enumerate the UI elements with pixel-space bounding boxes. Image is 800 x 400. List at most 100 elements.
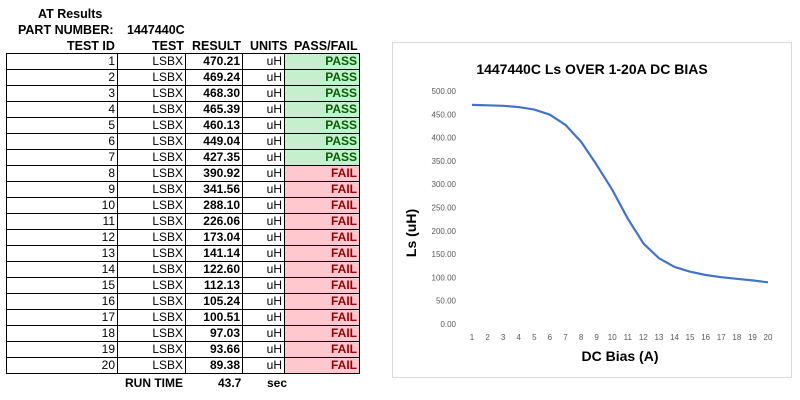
test-id-cell[interactable]: 17 (6, 309, 118, 326)
result-cell[interactable]: 288.10 (185, 197, 243, 214)
test-cell[interactable]: LSBX (117, 101, 186, 118)
test-id-cell[interactable]: 4 (6, 101, 118, 118)
result-cell[interactable]: 468.30 (185, 85, 243, 102)
pass-fail-cell[interactable]: FAIL (284, 309, 360, 326)
test-cell[interactable]: LSBX (117, 309, 186, 326)
pass-fail-cell[interactable]: FAIL (284, 341, 360, 358)
result-cell[interactable]: 427.35 (185, 149, 243, 166)
test-id-cell[interactable]: 11 (6, 213, 118, 230)
result-cell[interactable]: 122.60 (185, 261, 243, 278)
test-id-cell[interactable]: 2 (6, 69, 118, 86)
test-id-cell[interactable]: 20 (6, 357, 118, 374)
units-cell[interactable]: uH (242, 69, 285, 86)
test-cell[interactable]: LSBX (117, 229, 186, 246)
units-cell[interactable]: uH (242, 261, 285, 278)
test-cell[interactable]: LSBX (117, 133, 186, 150)
result-cell[interactable]: 470.21 (185, 53, 243, 70)
pass-fail-cell[interactable]: PASS (284, 117, 360, 134)
units-cell[interactable]: uH (242, 117, 285, 134)
test-id-cell[interactable]: 10 (6, 197, 118, 214)
series-line[interactable] (471, 103, 769, 284)
units-cell[interactable]: uH (242, 165, 285, 182)
units-cell[interactable]: uH (242, 101, 285, 118)
result-cell[interactable]: 465.39 (185, 101, 243, 118)
pass-fail-cell[interactable]: FAIL (284, 229, 360, 246)
result-cell[interactable]: 141.14 (185, 245, 243, 262)
pass-fail-cell[interactable]: FAIL (284, 245, 360, 262)
units-cell[interactable]: uH (242, 149, 285, 166)
test-id-cell[interactable]: 8 (6, 165, 118, 182)
test-cell[interactable]: LSBX (117, 213, 186, 230)
units-cell[interactable]: uH (242, 197, 285, 214)
test-cell[interactable]: LSBX (117, 53, 186, 70)
pass-fail-cell[interactable]: FAIL (284, 277, 360, 294)
units-cell[interactable]: uH (242, 341, 285, 358)
test-id-cell[interactable]: 9 (6, 181, 118, 198)
pass-fail-cell[interactable]: FAIL (284, 325, 360, 342)
pass-fail-cell[interactable]: FAIL (284, 165, 360, 182)
units-cell[interactable]: uH (242, 357, 285, 374)
test-cell[interactable]: LSBX (117, 341, 186, 358)
test-cell[interactable]: LSBX (117, 69, 186, 86)
units-cell[interactable]: uH (242, 325, 285, 342)
units-cell[interactable]: uH (242, 293, 285, 310)
result-cell[interactable]: 97.03 (185, 325, 243, 342)
pass-fail-cell[interactable]: PASS (284, 149, 360, 166)
units-cell[interactable]: uH (242, 229, 285, 246)
test-id-cell[interactable]: 12 (6, 229, 118, 246)
units-cell[interactable]: uH (242, 309, 285, 326)
test-cell[interactable]: LSBX (117, 149, 186, 166)
test-id-cell[interactable]: 14 (6, 261, 118, 278)
pass-fail-cell[interactable]: FAIL (284, 293, 360, 310)
pass-fail-cell[interactable]: FAIL (284, 181, 360, 198)
result-cell[interactable]: 390.92 (185, 165, 243, 182)
test-cell[interactable]: LSBX (117, 117, 186, 134)
result-cell[interactable]: 89.38 (185, 357, 243, 374)
pass-fail-cell[interactable]: PASS (284, 133, 360, 150)
test-cell[interactable]: LSBX (117, 293, 186, 310)
units-cell[interactable]: uH (242, 245, 285, 262)
test-id-cell[interactable]: 1 (6, 53, 118, 70)
test-id-cell[interactable]: 16 (6, 293, 118, 310)
result-cell[interactable]: 469.24 (185, 69, 243, 86)
test-cell[interactable]: LSBX (117, 261, 186, 278)
test-id-cell[interactable]: 7 (6, 149, 118, 166)
test-cell[interactable]: LSBX (117, 197, 186, 214)
pass-fail-cell[interactable]: PASS (284, 85, 360, 102)
test-cell[interactable]: LSBX (117, 165, 186, 182)
result-cell[interactable]: 341.56 (185, 181, 243, 198)
result-cell[interactable]: 226.06 (185, 213, 243, 230)
result-cell[interactable]: 460.13 (185, 117, 243, 134)
result-cell[interactable]: 112.13 (185, 277, 243, 294)
test-id-cell[interactable]: 6 (6, 133, 118, 150)
units-cell[interactable]: uH (242, 53, 285, 70)
units-cell[interactable]: uH (242, 213, 285, 230)
pass-fail-cell[interactable]: FAIL (284, 213, 360, 230)
test-id-cell[interactable]: 19 (6, 341, 118, 358)
test-cell[interactable]: LSBX (117, 277, 186, 294)
test-cell[interactable]: LSBX (117, 181, 186, 198)
test-cell[interactable]: LSBX (117, 357, 186, 374)
pass-fail-cell[interactable]: FAIL (284, 357, 360, 374)
pass-fail-cell[interactable]: FAIL (284, 261, 360, 278)
test-id-cell[interactable]: 15 (6, 277, 118, 294)
pass-fail-cell[interactable]: FAIL (284, 197, 360, 214)
pass-fail-cell[interactable]: PASS (284, 53, 360, 70)
test-id-cell[interactable]: 3 (6, 85, 118, 102)
result-cell[interactable]: 93.66 (185, 341, 243, 358)
units-cell[interactable]: uH (242, 181, 285, 198)
test-id-cell[interactable]: 18 (6, 325, 118, 342)
test-cell[interactable]: LSBX (117, 325, 186, 342)
test-cell[interactable]: LSBX (117, 245, 186, 262)
chart-container[interactable]: 1447440C Ls OVER 1-20A DC BIAS Ls (uH) D… (392, 42, 792, 378)
test-id-cell[interactable]: 13 (6, 245, 118, 262)
pass-fail-cell[interactable]: PASS (284, 69, 360, 86)
result-cell[interactable]: 105.24 (185, 293, 243, 310)
test-cell[interactable]: LSBX (117, 85, 186, 102)
units-cell[interactable]: uH (242, 85, 285, 102)
pass-fail-cell[interactable]: PASS (284, 101, 360, 118)
result-cell[interactable]: 100.51 (185, 309, 243, 326)
result-cell[interactable]: 449.04 (185, 133, 243, 150)
result-cell[interactable]: 173.04 (185, 229, 243, 246)
units-cell[interactable]: uH (242, 277, 285, 294)
